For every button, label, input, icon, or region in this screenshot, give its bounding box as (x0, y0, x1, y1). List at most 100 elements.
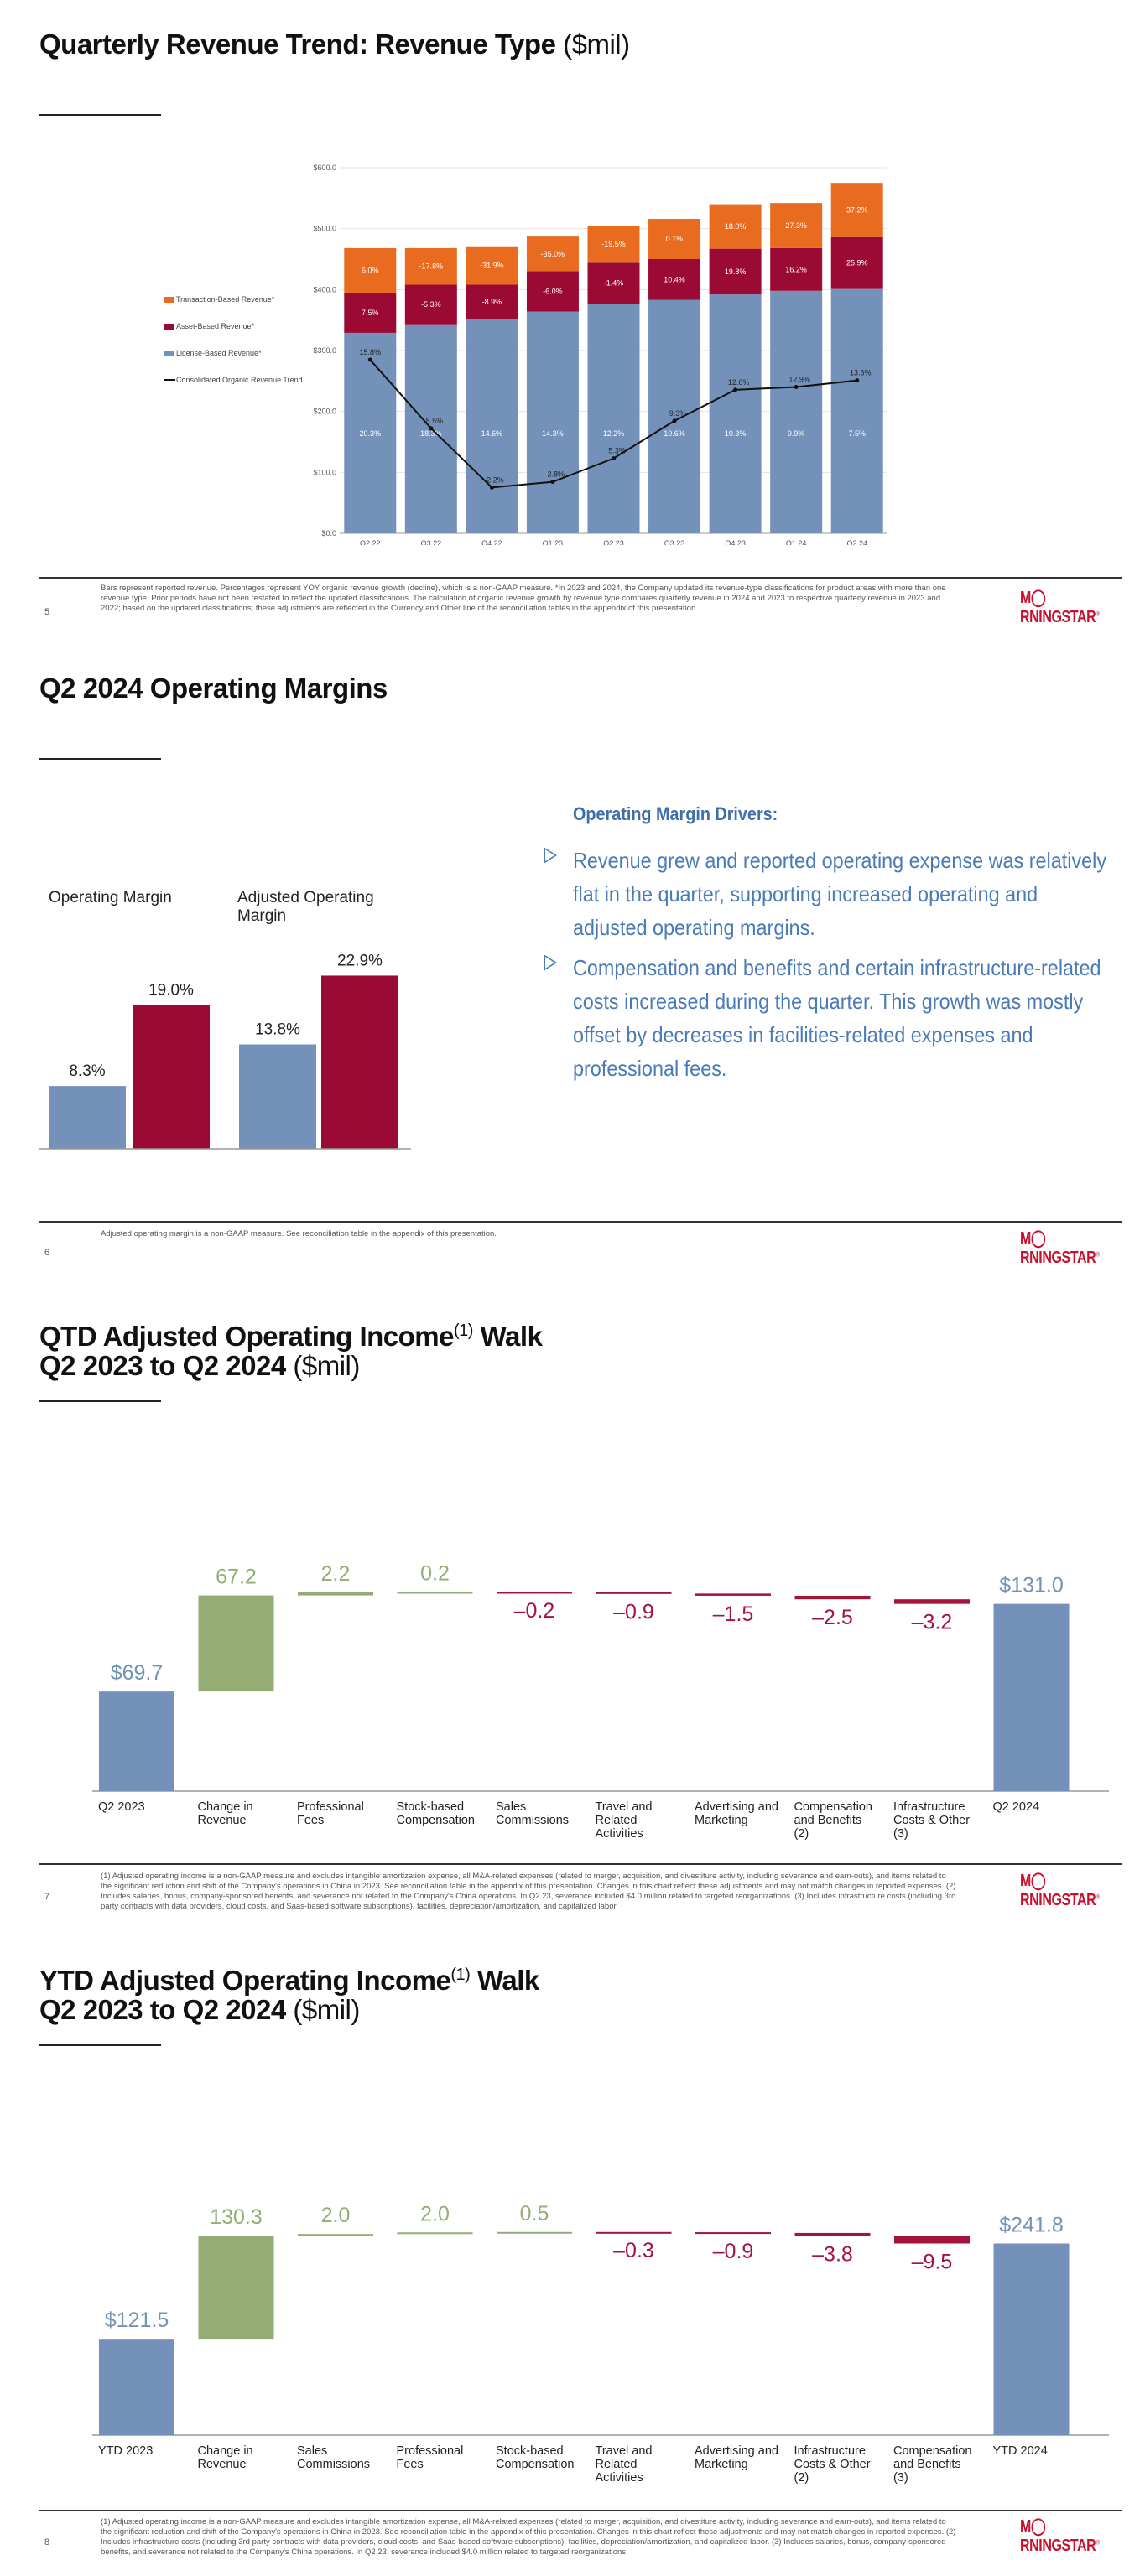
value-label: 2.0 (420, 2202, 450, 2225)
segment-label: 25.9% (846, 259, 868, 267)
waterfall-bar (99, 2339, 174, 2435)
x-tick-label: Stock-based (397, 1800, 465, 1814)
title-rule (39, 1400, 161, 1402)
revenue-trend-chart: $0.0 $100.0 $200.0 $300.0 $400.0 $500.0 $600.0… (164, 164, 887, 545)
bar-segment (526, 236, 579, 272)
x-tick-label: Related (596, 1814, 638, 1827)
value-label: –1.5 (713, 1602, 754, 1626)
x-tick-label: Revenue (198, 2458, 247, 2471)
trend-point (855, 378, 860, 383)
x-tick-label: Commissions (297, 2458, 370, 2471)
y-tick-label: $600.0 (313, 164, 336, 172)
value-label: –3.8 (812, 2243, 853, 2267)
slide-title: QTD Adjusted Operating Income(1) Walk (39, 1321, 543, 1352)
segment-label: -17.8% (419, 262, 444, 271)
x-tick-label: Marketing (695, 2458, 748, 2471)
value-label: –3.2 (912, 1611, 953, 1634)
x-tick-label: Travel and (596, 2444, 653, 2458)
y-tick-label: $500.0 (313, 225, 336, 233)
value-label: 0.2 (420, 1561, 450, 1585)
footnote: Bars represent reported revenue. Percent… (101, 584, 946, 613)
x-tick-label: Q1 24 (786, 539, 807, 545)
x-tick-label: 24 (378, 1163, 394, 1166)
driver-item: Compensation and benefits and certain in… (544, 951, 1114, 1085)
segment-label: 37.2% (846, 206, 868, 215)
x-tick-label: Change in (198, 1800, 253, 1814)
x-tick-label: Related (596, 2458, 638, 2471)
bar-segment (648, 259, 701, 300)
group-title: Margin (237, 907, 286, 925)
x-tick-label: Advertising and (695, 1800, 778, 1814)
segment-label: -6.0% (543, 288, 563, 296)
bar-segment (709, 204, 762, 249)
waterfall-bar (894, 2236, 970, 2244)
bar-segment (587, 304, 640, 533)
waterfall-bar (993, 2243, 1070, 2435)
value-label: $131.0 (999, 1574, 1063, 1597)
value-label: $69.7 (111, 1661, 164, 1685)
footnote: (1) Adjusted operating income is a non-G… (101, 1872, 956, 1911)
segment-label: 7.5% (362, 309, 379, 317)
x-tick-label: Professional (397, 2444, 464, 2458)
segment-label: 18.3% (420, 429, 442, 438)
margin-bar (133, 1005, 210, 1149)
waterfall-bar (497, 2231, 572, 2234)
slide-subtitle: Q2 2023 to Q2 2024 ($mil) (39, 1994, 360, 2025)
y-tick-label: $400.0 (313, 285, 336, 293)
trend-point (672, 418, 677, 423)
x-tick-label: Fees (397, 2458, 424, 2471)
x-tick-label: YTD 2023 (98, 2444, 153, 2458)
morningstar-logo: M◯ RNINGSTAR® (1020, 1872, 1100, 1909)
trend-label: 15.8% (360, 348, 382, 356)
x-tick-label: Q1 23 (543, 539, 564, 545)
waterfall-bar (993, 1603, 1070, 1791)
title-rule (39, 114, 161, 116)
segment-label: 7.5% (848, 429, 866, 438)
value-label: –0.3 (613, 2239, 654, 2262)
value-label: 2.2 (321, 1562, 351, 1586)
bar-segment (770, 290, 823, 533)
waterfall-bar (596, 1592, 672, 1594)
margin-bar (49, 1086, 126, 1149)
x-tick-label: Compensation (397, 1814, 476, 1827)
page-number: 8 (44, 2537, 50, 2547)
x-tick-label: Activities (596, 1827, 643, 1841)
trend-point (794, 385, 799, 390)
bar-segment (404, 284, 457, 325)
bar-label: 8.3% (69, 1062, 105, 1080)
x-tick-label: Commissions (496, 1814, 569, 1827)
legend-label: License-Based Revenue* (176, 349, 262, 357)
legend-label: Transaction-Based Revenue* (176, 295, 275, 304)
bar-segment (344, 292, 397, 333)
value-label: 130.3 (210, 2205, 263, 2229)
segment-label: -35.0% (541, 250, 565, 258)
waterfall-bar (596, 2231, 672, 2234)
bar-segment (526, 311, 579, 533)
value-label: –0.9 (613, 1600, 654, 1623)
x-tick-label: (2) (794, 1827, 809, 1841)
trend-label: 12.9% (788, 376, 810, 384)
x-tick-label: Fees (297, 1814, 324, 1827)
bar-segment (404, 247, 457, 285)
bar-label: 13.8% (255, 1021, 300, 1039)
x-tick-label: Infrastructure (893, 1800, 965, 1814)
page-number: 5 (44, 607, 50, 617)
x-tick-label: and Benefits (893, 2458, 961, 2471)
waterfall-bar (198, 1595, 274, 1692)
segment-label: -31.9% (480, 262, 504, 270)
morningstar-logo: M◯ RNINGSTAR® (1020, 589, 1100, 626)
x-tick-label: Q3 23 (664, 539, 685, 545)
bar-segment (770, 203, 823, 248)
slide-title: Q2 2024 Operating Margins (39, 673, 388, 704)
waterfall-bar (298, 1592, 373, 1596)
x-tick-label: Compensation (794, 1800, 873, 1814)
x-tick-label: Compensation (496, 2458, 575, 2471)
x-tick-label: Advertising and (695, 2444, 778, 2458)
value-label: $241.8 (999, 2213, 1063, 2236)
bar-segment (830, 236, 883, 289)
segment-label: 6.0% (362, 266, 379, 274)
legend-swatch (164, 297, 174, 303)
